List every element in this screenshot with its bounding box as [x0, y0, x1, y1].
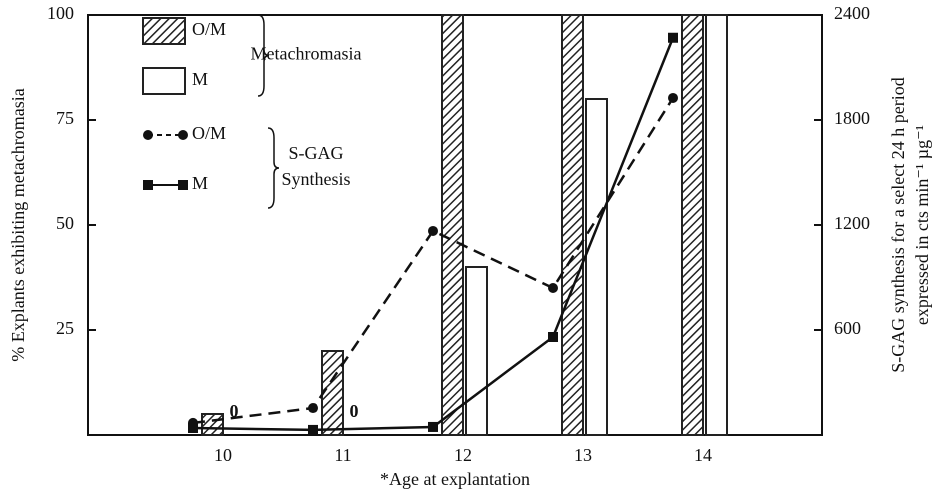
bar: [321, 350, 344, 436]
marker: [428, 225, 438, 236]
y2-tick-label: 600: [834, 318, 861, 338]
bar: [681, 14, 704, 436]
bar: [201, 413, 224, 436]
legend-swatch: [142, 17, 186, 45]
marker: [668, 32, 678, 43]
x-tick-label: 10: [214, 445, 232, 465]
marker: [668, 92, 678, 103]
marker: [428, 421, 438, 432]
y2-tick-label: 2400: [834, 3, 870, 23]
legend-label: M: [192, 173, 208, 193]
bar: [705, 14, 728, 436]
legend-label: O/M: [192, 123, 226, 143]
data-label: 0: [230, 401, 239, 421]
data-label: 0: [350, 401, 359, 421]
bar: [585, 98, 608, 436]
bar: [561, 14, 584, 436]
y-tick-label: 100: [47, 3, 74, 23]
marker: [548, 332, 558, 342]
legend-label: M: [192, 69, 208, 89]
x-tick-label: 11: [334, 445, 351, 465]
legend-bracket: [257, 14, 270, 97]
marker: [178, 180, 188, 190]
marker: [143, 130, 153, 140]
marker: [548, 283, 558, 293]
marker: [143, 180, 153, 190]
legend-bracket: [267, 127, 280, 209]
marker: [308, 424, 318, 435]
y2-axis-label: S-GAG synthesis for a select 24 h period: [888, 77, 908, 372]
bar: [441, 14, 464, 436]
legend-label: O/M: [192, 19, 226, 39]
x-tick-label: 12: [454, 445, 472, 465]
y2-tick-label: 1200: [834, 213, 870, 233]
y-axis-label: % Explants exhibiting metachromasia: [8, 88, 28, 361]
marker: [308, 403, 318, 414]
y-tick-label: 50: [56, 213, 74, 233]
x-axis-label: *Age at explantation: [380, 469, 530, 489]
x-tick-label: 13: [574, 445, 592, 465]
y-tick-label: 25: [56, 318, 74, 338]
legend-group-label: Synthesis: [281, 169, 350, 189]
x-tick-label: 14: [694, 445, 712, 465]
legend-group-label: S-GAG: [288, 143, 343, 163]
legend-swatch: [142, 67, 186, 95]
legend-group-label: Metachromasia: [251, 44, 362, 64]
y2-tick-label: 1800: [834, 108, 870, 128]
marker: [178, 130, 188, 140]
y2-axis-label: expressed in cts min⁻¹ µg⁻¹: [912, 125, 932, 325]
marker: [188, 423, 198, 433]
bar: [465, 266, 488, 436]
y-tick-label: 75: [56, 108, 74, 128]
